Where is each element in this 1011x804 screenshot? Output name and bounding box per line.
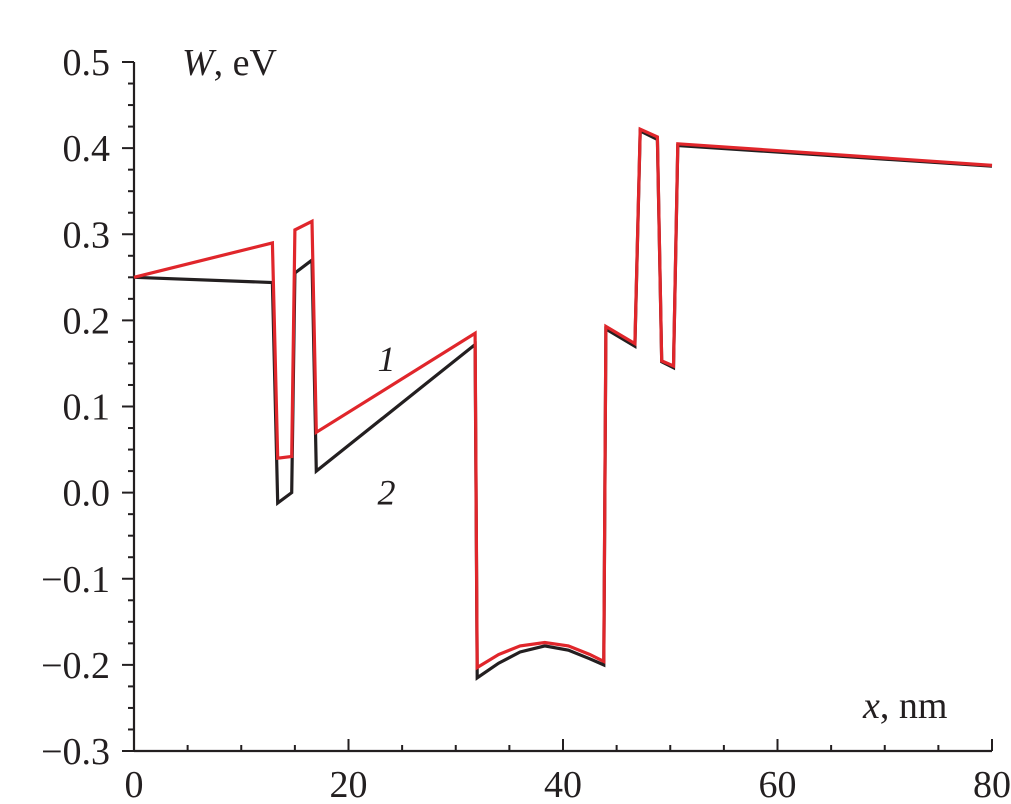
y-tick-label: 0.0 xyxy=(63,473,111,515)
y-tick-label: −0.2 xyxy=(41,645,110,687)
axes: 0.5 0.4 0.3 0.2 0.1 0.0 −0.1 −0.2 −0.3 0 20 40 60 80 xyxy=(41,42,1011,804)
curve-label-2: 2 xyxy=(377,473,395,513)
y-tick-label: 0.3 xyxy=(63,214,111,256)
series-line-2 xyxy=(133,128,993,681)
series-line-1 xyxy=(133,126,993,671)
series-layer xyxy=(133,126,993,681)
x-tick-label: 40 xyxy=(544,764,582,804)
labels: W, eV x, nm 1 2 xyxy=(182,42,947,727)
x-tick-label: 0 xyxy=(125,764,144,804)
y-tick-label: 0.2 xyxy=(63,300,111,342)
x-tick-label: 20 xyxy=(330,764,368,804)
x-tick-label: 60 xyxy=(759,764,797,804)
curve-label-1: 1 xyxy=(377,339,395,379)
y-tick-label: 0.5 xyxy=(63,42,111,84)
x-axis-title: x, nm xyxy=(862,685,947,727)
y-tick-label: −0.3 xyxy=(41,731,110,773)
y-tick-label: 0.4 xyxy=(63,128,111,170)
y-tick-label: −0.1 xyxy=(41,559,110,601)
y-tick-label: 0.1 xyxy=(63,387,111,429)
x-tick-label: 80 xyxy=(973,764,1011,804)
y-axis-title: W, eV xyxy=(182,42,278,84)
